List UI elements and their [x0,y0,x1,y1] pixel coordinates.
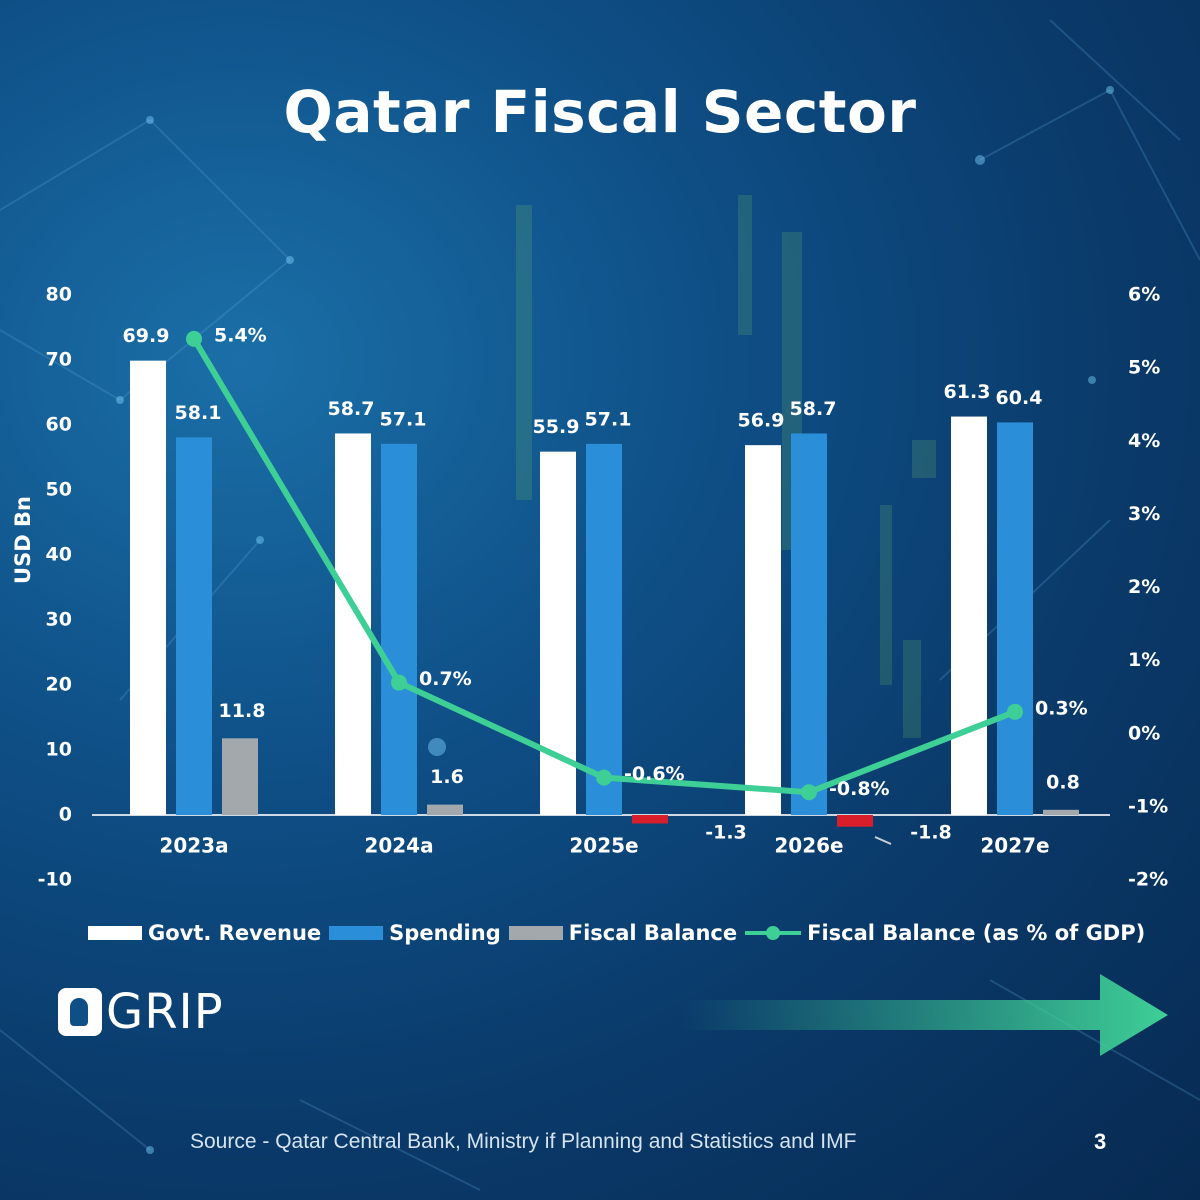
bar-spending [997,422,1033,815]
label-revenue: 69.9 [123,325,170,347]
legend-swatch-revenue [88,926,142,940]
label-spending: 57.1 [380,408,427,430]
bar-revenue [951,416,987,815]
y-tick-label: 50 [46,479,72,501]
legend-item-balance: Fiscal Balance [508,921,738,945]
label-leader-line [874,836,892,845]
brand-logo: GRIP [58,988,224,1036]
page-number: 3 [1094,1129,1107,1154]
label-gdp: 0.3% [1035,697,1088,719]
y-tick-label: -10 [38,869,72,891]
bar-spending [791,433,827,815]
y-tick-label: 10 [46,739,72,761]
gdp-point [1007,703,1023,720]
gdp-point [391,674,407,691]
label-spending: 57.1 [585,408,632,430]
y-tick-label: 0 [59,804,72,826]
gdp-point [186,330,202,347]
bar-balance [222,738,258,815]
y-tick-label: 40 [46,544,72,566]
x-tick-label: 2027e [980,834,1049,858]
bar-spending [176,437,212,815]
x-tick-label: 2024a [364,834,433,858]
y-axis-title: USD Bn [11,496,35,584]
label-balance: 0.8 [1046,771,1080,793]
y-tick-label-right: 2% [1128,576,1160,598]
label-revenue: 58.7 [328,398,375,420]
legend-label-balance: Fiscal Balance [568,921,738,945]
bar-spending [586,443,622,815]
label-gdp: 0.7% [419,668,472,690]
bar-balance [1043,809,1079,815]
bar-revenue [745,445,781,815]
y-tick-label: 20 [46,674,72,696]
x-tick-label: 2025e [569,834,638,858]
label-gdp: -0.8% [829,778,890,800]
page-title: Qatar Fiscal Sector [283,78,917,146]
data-labels: 69.958.111.858.7 57.11.655.9 57.1-1.356.95… [123,324,1088,845]
legend: Govt. Revenue Spending Fiscal Balance Fi… [88,916,1153,950]
legend-swatch-gdp [745,926,802,940]
y-tick-label-right: -1% [1128,795,1168,817]
label-balance: 11.8 [219,700,266,722]
arrow-right-icon [680,974,1168,1056]
label-gdp: 5.4% [214,324,267,346]
legend-item-spending: Spending [329,921,501,945]
legend-label-revenue: Govt. Revenue [148,921,322,945]
bar-balance [427,804,463,815]
label-revenue: 56.9 [738,410,785,432]
legend-swatch-balance [508,926,563,940]
x-axis-ticks: 2023a 2024a 2025e 2026e 2027e [159,834,1049,858]
bar-balance [837,815,873,827]
label-gdp: -0.6% [624,763,685,785]
label-spending: 58.1 [175,402,222,424]
label-balance: -1.3 [705,822,747,844]
label-revenue: 55.9 [533,416,580,438]
legend-label-gdp: Fiscal Balance (as % of GDP) [807,921,1146,945]
legend-label-spending: Spending [389,921,501,945]
gdp-point [801,784,817,801]
y-tick-label: 60 [46,414,72,436]
gdp-line [186,330,1023,801]
legend-swatch-spending [329,926,384,940]
y-tick-label-right: 0% [1128,722,1160,744]
y-tick-label-right: 4% [1128,430,1160,452]
bars [130,360,1079,827]
y-tick-label: 30 [46,609,72,631]
y-axis-right: 6% 5% 4% 3% 2% 1% 0% -1% -2% [1128,284,1168,891]
label-balance: 1.6 [430,766,464,788]
label-spending: 60.4 [996,387,1043,409]
y-tick-label-right: -2% [1128,869,1168,891]
x-tick-label: 2026e [774,834,843,858]
y-tick-label-right: 3% [1128,503,1160,525]
y-tick-label: 70 [46,349,72,371]
legend-item-revenue: Govt. Revenue [88,921,321,945]
label-revenue: 61.3 [944,381,991,403]
label-spending: 58.7 [790,398,837,420]
legend-item-gdp: Fiscal Balance (as % of GDP) [745,921,1145,945]
y-tick-label-right: 1% [1128,649,1160,671]
bar-balance [632,815,668,824]
y-axis-left: 80 70 60 50 40 30 20 10 0 -10 [38,284,72,891]
y-tick-label: 80 [46,284,72,306]
source-note: Source - Qatar Central Bank, Ministry if… [190,1130,857,1153]
bar-revenue [130,360,166,815]
x-tick-label: 2023a [159,834,228,858]
y-tick-label-right: 6% [1128,284,1160,306]
grip-logo-icon [58,988,102,1036]
bar-spending [381,443,417,815]
y-tick-label-right: 5% [1128,357,1160,379]
label-balance: -1.8 [910,822,952,844]
brand-name: GRIP [106,984,224,1040]
gdp-point [596,769,612,786]
